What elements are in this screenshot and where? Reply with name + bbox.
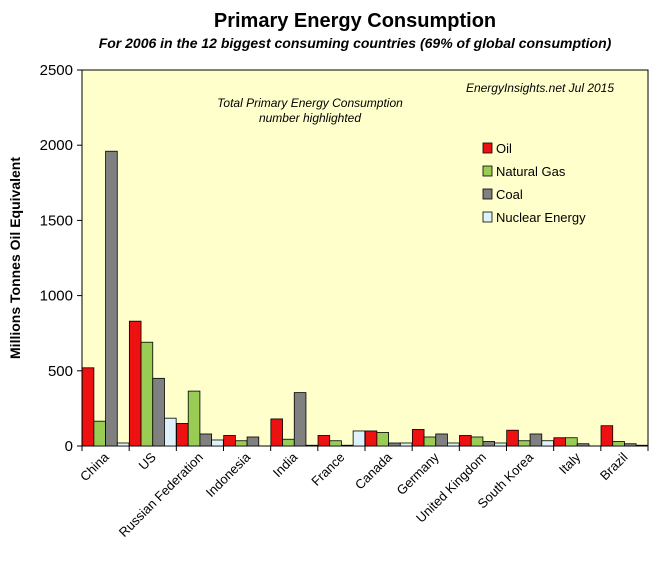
bar-france-nuclear-energy bbox=[352, 430, 366, 447]
chart-subtitle: For 2006 in the 12 biggest consuming cou… bbox=[99, 35, 612, 51]
bar-brazil-coal bbox=[624, 443, 637, 447]
legend-label-nuclear-energy: Nuclear Energy bbox=[496, 210, 586, 225]
source-annotation: EnergyInsights.net Jul 2015 bbox=[466, 81, 614, 95]
y-tick-label: 2000 bbox=[40, 137, 73, 154]
bar-italy-natural-gas bbox=[565, 437, 578, 447]
legend-label-coal: Coal bbox=[496, 187, 523, 202]
bar-france-oil bbox=[317, 435, 331, 447]
bar-us-natural-gas bbox=[140, 341, 154, 447]
bar-south-korea-nuclear-energy bbox=[541, 440, 554, 447]
bar-united-kingdom-nuclear-energy bbox=[494, 442, 507, 447]
bar-south-korea-oil bbox=[506, 429, 519, 447]
legend-swatch-oil bbox=[482, 142, 493, 154]
bar-indonesia-coal bbox=[246, 436, 260, 447]
note-line-2: number highlighted bbox=[259, 111, 361, 125]
bar-russian-federation-natural-gas bbox=[187, 390, 201, 447]
bar-india-oil bbox=[270, 418, 283, 447]
bar-south-korea-natural-gas bbox=[517, 440, 531, 447]
y-axis-label: Millions Tonnes Oil Equivalent bbox=[7, 157, 23, 359]
bar-brazil-oil bbox=[600, 425, 614, 447]
bar-us-coal bbox=[152, 377, 165, 447]
bar-indonesia-natural-gas bbox=[234, 440, 248, 447]
bar-china-natural-gas bbox=[93, 420, 106, 447]
bar-france-coal bbox=[341, 444, 354, 447]
bar-brazil-natural-gas bbox=[612, 441, 625, 447]
y-tick-label: 1500 bbox=[40, 212, 73, 229]
bar-canada-oil bbox=[364, 430, 378, 447]
bar-russian-federation-nuclear-energy bbox=[211, 439, 224, 447]
bar-united-kingdom-coal bbox=[482, 441, 496, 447]
bar-us-nuclear-energy bbox=[164, 417, 177, 447]
legend-swatch-coal bbox=[482, 188, 493, 200]
legend: Oil Natural Gas Coal Nuclear Energy bbox=[482, 141, 586, 225]
bar-germany-natural-gas bbox=[423, 436, 437, 447]
bar-brazil-nuclear-energy bbox=[635, 444, 649, 447]
legend-label-natural-gas: Natural Gas bbox=[496, 164, 566, 179]
bar-italy-coal bbox=[576, 443, 590, 447]
bar-south-korea-coal bbox=[529, 433, 543, 447]
bar-india-coal bbox=[293, 392, 307, 447]
bar-russian-federation-coal bbox=[199, 433, 213, 447]
legend-swatch-natural-gas bbox=[482, 165, 493, 177]
bar-canada-nuclear-energy bbox=[399, 442, 413, 447]
bar-russian-federation-oil bbox=[176, 423, 189, 447]
bar-germany-coal bbox=[435, 433, 448, 447]
bar-italy-oil bbox=[553, 437, 566, 447]
note-line-1: Total Primary Energy Consumption bbox=[217, 96, 403, 110]
chart-title: Primary Energy Consumption bbox=[214, 10, 496, 32]
bar-germany-oil bbox=[411, 429, 425, 447]
bar-united-kingdom-oil bbox=[459, 435, 472, 447]
bar-canada-coal bbox=[388, 442, 401, 447]
bar-indonesia-oil bbox=[223, 435, 236, 447]
bars-group bbox=[81, 150, 649, 447]
bar-china-coal bbox=[105, 150, 118, 447]
y-axis-ticks: 0 500 1000 1500 2000 2500 bbox=[40, 62, 82, 455]
bar-china-nuclear-energy bbox=[116, 442, 130, 447]
bar-china-oil bbox=[81, 367, 95, 447]
x-axis-ticks bbox=[81, 446, 649, 451]
bar-us-oil bbox=[128, 320, 142, 447]
bar-india-nuclear-energy bbox=[305, 444, 319, 447]
y-tick-label: 1000 bbox=[40, 288, 73, 305]
bar-france-natural-gas bbox=[329, 440, 342, 447]
bar-united-kingdom-natural-gas bbox=[470, 436, 484, 447]
legend-label-oil: Oil bbox=[496, 141, 512, 156]
bar-india-natural-gas bbox=[282, 438, 295, 447]
y-tick-label: 500 bbox=[48, 363, 73, 380]
y-tick-label: 0 bbox=[65, 438, 73, 455]
plot-area bbox=[81, 69, 649, 447]
bar-canada-natural-gas bbox=[376, 432, 389, 447]
legend-swatch-nuclear-energy bbox=[482, 211, 493, 223]
bar-germany-nuclear-energy bbox=[447, 442, 460, 447]
y-tick-label: 2500 bbox=[40, 62, 73, 79]
